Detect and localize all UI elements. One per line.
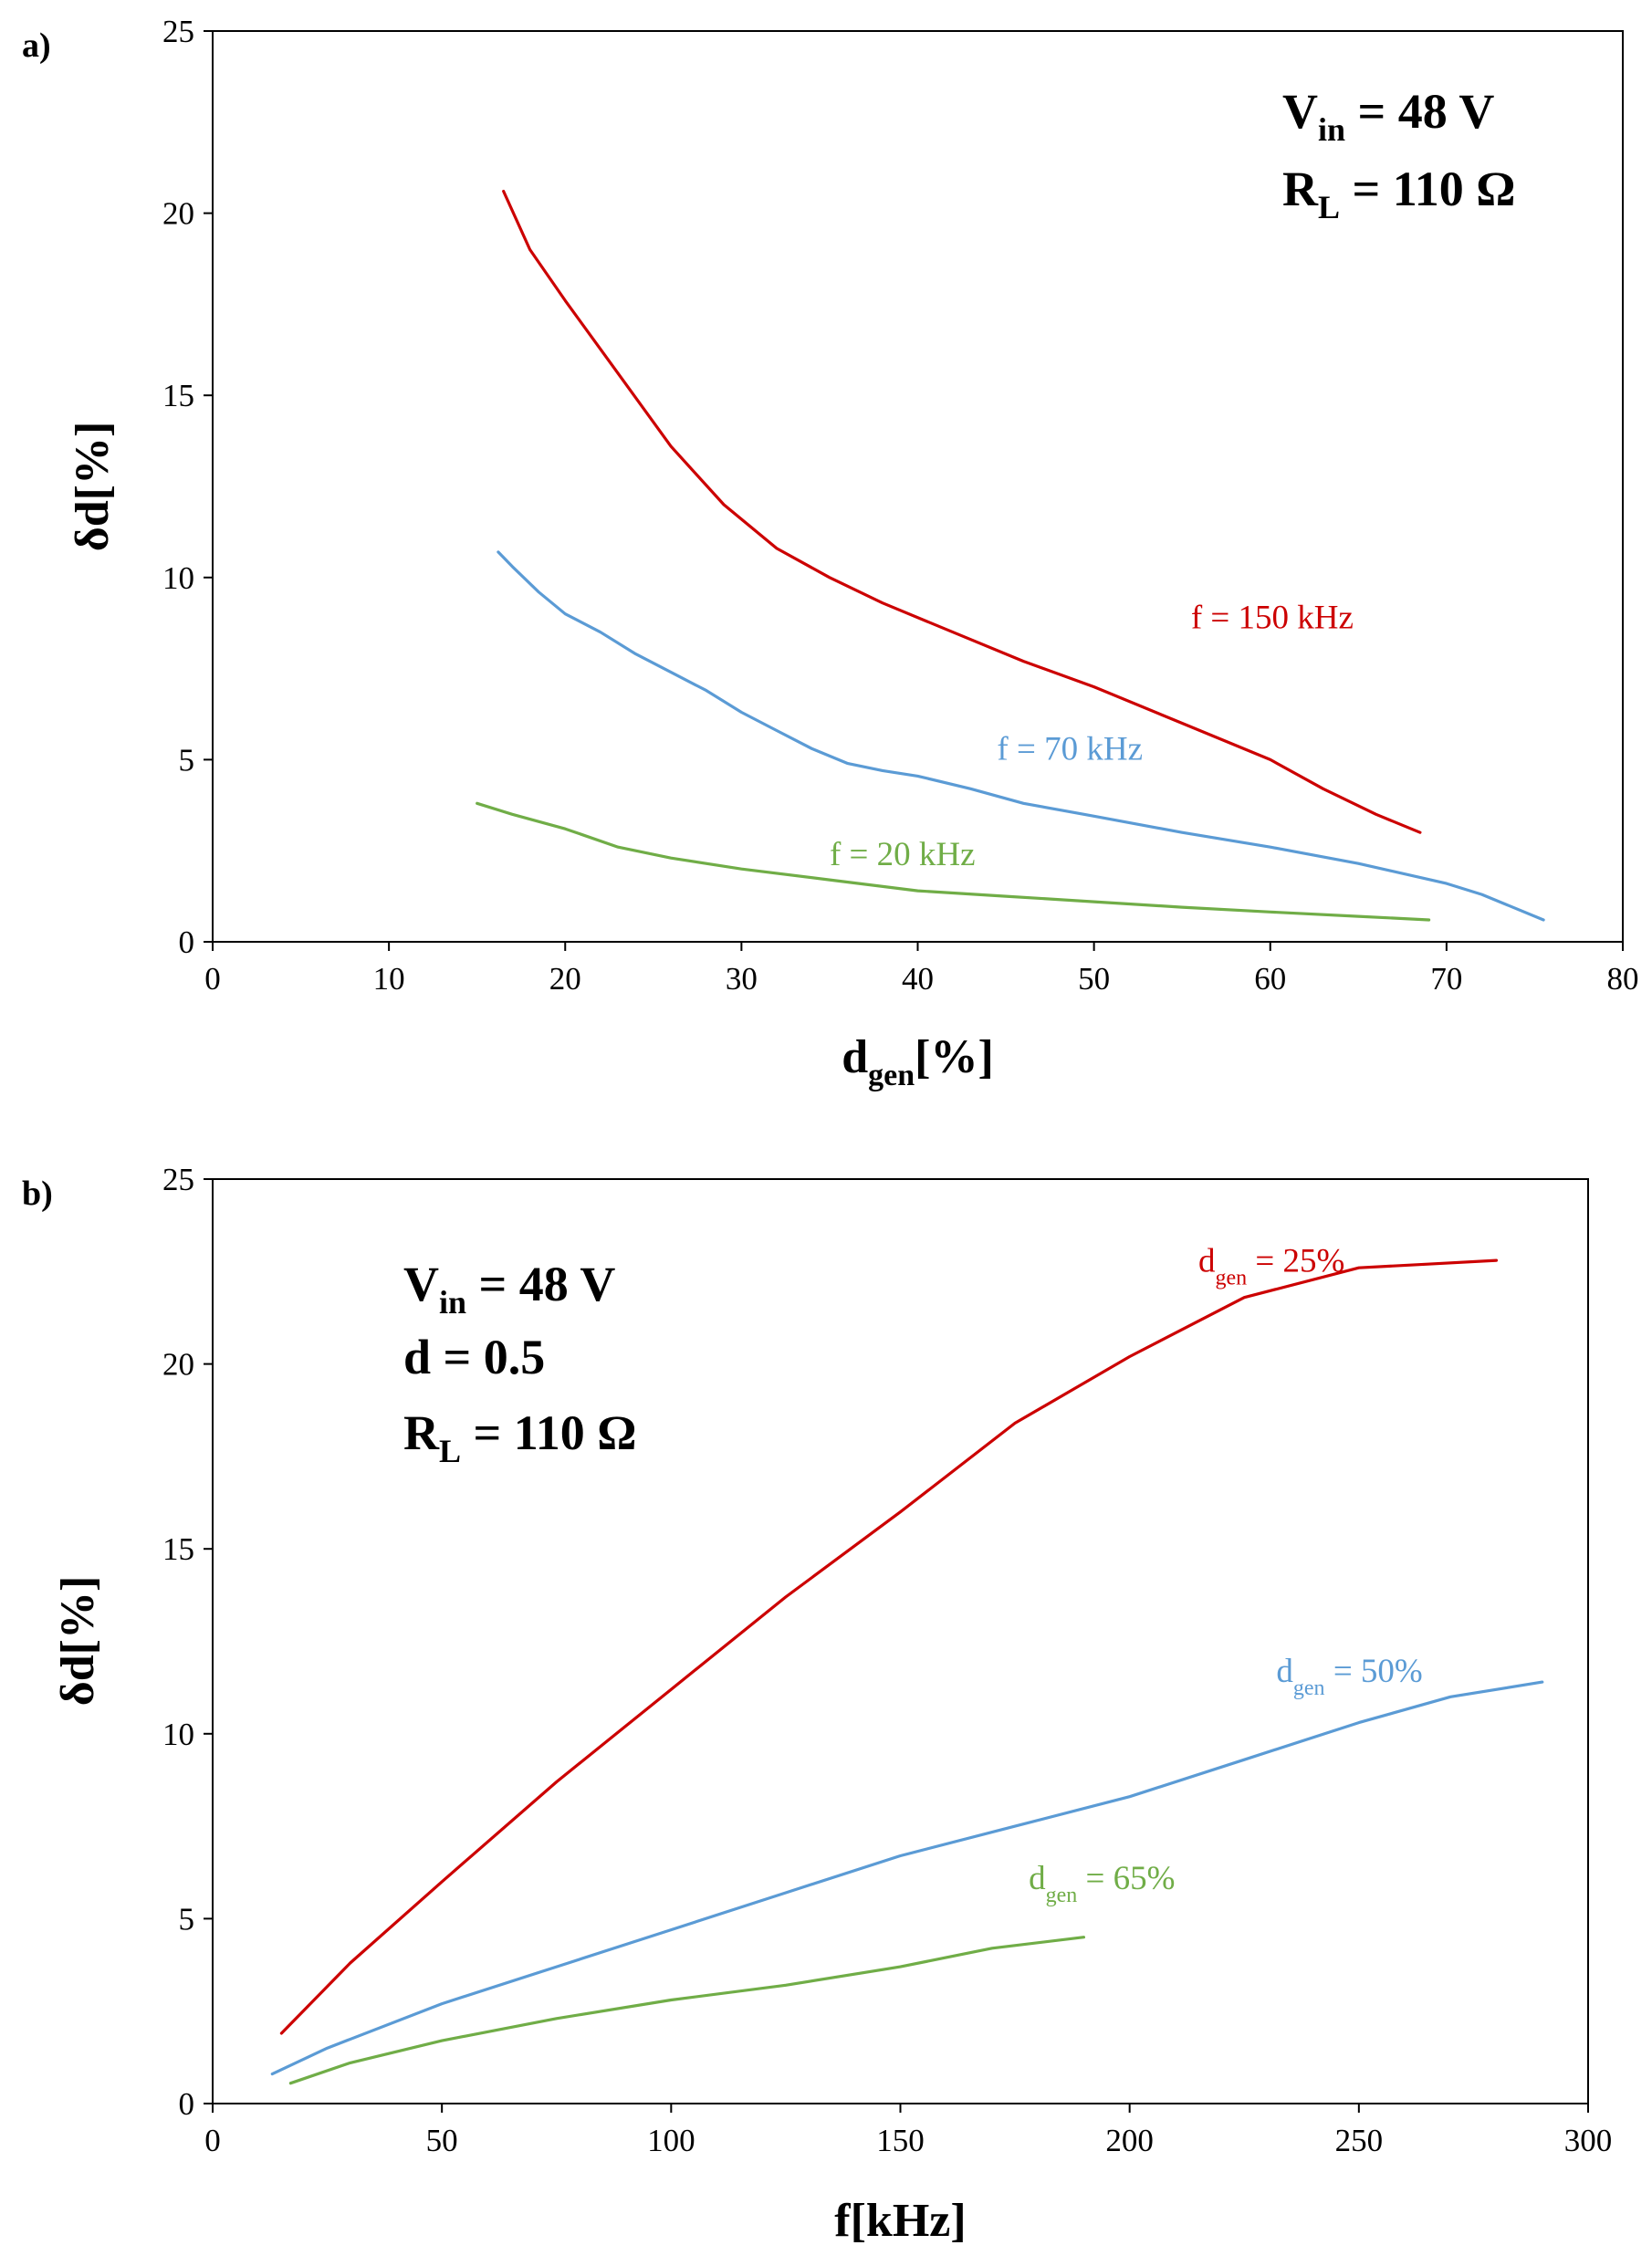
series-label-0-sub: gen [1216,1266,1248,1290]
series-label-1-rest: = 50% [1325,1653,1423,1690]
series-line-2 [288,1936,1085,2085]
series-line-0 [502,190,1422,834]
condition-text-main: V [1282,84,1318,139]
series-label-1-main: d [1276,1653,1293,1690]
series-label-2-rest: = 65% [1077,1860,1175,1897]
condition-text-rest: = 48 V [1345,84,1494,139]
x-tick-label: 200 [1105,2123,1154,2158]
condition-text-rest: = 48 V [466,1257,615,1311]
series-label-1: dgen = 50% [1276,1653,1422,1700]
y-tick-label: 15 [162,378,194,413]
series-label-0-main: d [1198,1242,1216,1279]
y-tick-label: 0 [179,2086,195,2122]
condition-text-sub: in [439,1284,466,1321]
y-tick-label: 20 [162,1347,194,1383]
series-label-2-sub: gen [1046,1884,1078,1907]
condition-text-main: d = 0.5 [403,1330,545,1384]
y-tick-label: 5 [179,1901,195,1937]
series-line-1 [497,550,1545,922]
series-label-1-sub: gen [1293,1676,1325,1700]
x-axis-title-main: d [842,1031,868,1083]
series-label-2: f = 20 kHz [830,836,976,873]
series-label-2-main: f = 20 kHz [830,836,976,873]
condition-text: d = 0.5 [403,1330,545,1384]
series-label-2: dgen = 65% [1029,1860,1175,1907]
condition-text-main: V [403,1257,439,1311]
y-axis-title: δd[%] [67,422,119,552]
x-axis-title-rest: [%] [915,1031,994,1083]
y-tick-label: 5 [179,742,195,778]
x-tick-label: 300 [1564,2123,1613,2158]
condition-text: RL = 110 Ω [403,1405,637,1469]
series-line-2 [476,801,1431,922]
x-axis-title-sub: gen [868,1059,915,1092]
series-label-1: f = 70 kHz [997,730,1143,768]
y-tick-label: 15 [162,1531,194,1567]
panel-label: a) [22,26,51,65]
condition-text-rest: = 110 Ω [461,1405,637,1460]
y-tick-label: 10 [162,1717,194,1752]
series-label-0: dgen = 25% [1198,1242,1344,1290]
y-tick-label: 0 [179,924,195,960]
y-tick-label: 25 [162,1162,194,1197]
condition-text-rest: = 110 Ω [1340,162,1516,216]
condition-text-main: R [1282,162,1319,216]
y-tick-label: 25 [162,14,194,49]
condition-text-sub: in [1318,111,1345,148]
plot-frame [212,1178,1589,2104]
condition-text: RL = 110 Ω [1282,162,1516,225]
series-label-0: f = 150 kHz [1191,600,1354,637]
x-tick-label: 60 [1254,961,1286,997]
series-label-1-main: f = 70 kHz [997,730,1143,768]
x-tick-label: 0 [204,2123,221,2158]
series-label-0-rest: = 25% [1247,1242,1344,1279]
x-tick-label: 10 [373,961,405,997]
x-tick-label: 80 [1607,961,1639,997]
x-tick-label: 250 [1335,2123,1384,2158]
x-axis-title: dgen[%] [842,1031,994,1092]
series-line-1 [270,1680,1544,2076]
panel-b: b) 0 50 100 150 200 250 300 0 5 10 15 20 25 f[kHz] δd[%… [22,1162,1612,2247]
x-tick-label: 150 [876,2123,925,2158]
series-line-0 [279,1258,1499,2035]
condition-text-sub: L [439,1433,461,1469]
x-tick-label: 30 [726,961,758,997]
x-axis-title: f[kHz] [834,2195,966,2247]
condition-text: Vin = 48 V [1282,84,1494,148]
y-tick-label: 20 [162,196,194,232]
series-label-2-main: d [1029,1860,1046,1897]
y-tick-label: 10 [162,560,194,596]
x-tick-label: 100 [647,2123,695,2158]
panel-a: a) 0 10 20 30 40 50 60 70 80 0 5 10 15 20 25 dgen[%] δd[%… [22,14,1639,1092]
x-tick-label: 70 [1430,961,1462,997]
x-tick-label: 0 [204,961,221,997]
series-label-0-main: f = 150 kHz [1191,600,1354,637]
panel-label: b) [22,1175,53,1213]
x-tick-label: 50 [1078,961,1110,997]
condition-text-sub: L [1318,189,1340,225]
x-tick-label: 40 [902,961,934,997]
x-axis-title-main: f[kHz] [834,2195,966,2247]
condition-text-main: R [403,1405,440,1460]
condition-text: Vin = 48 V [403,1257,615,1321]
x-tick-label: 20 [549,961,581,997]
x-tick-label: 50 [426,2123,458,2158]
y-axis-title: δd[%] [52,1576,104,1707]
